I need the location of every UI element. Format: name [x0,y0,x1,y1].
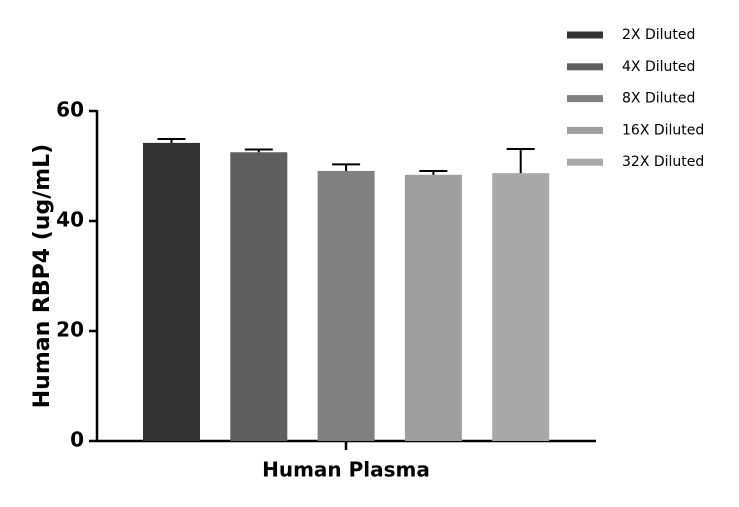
legend-swatch [567,63,603,71]
legend-label: 2X Diluted [622,27,695,43]
legend-swatch [567,158,603,166]
error-bar [244,148,273,153]
y-tick-label: 20 [56,318,84,342]
bar [492,173,550,441]
legend-label: 16X Diluted [622,122,704,138]
y-tick-label: 40 [56,208,84,232]
legend-swatch [567,31,603,39]
x-category-label: Human Plasma [262,458,430,482]
y-tick-label: 60 [56,98,84,122]
bar [404,174,462,442]
error-bar [419,169,448,175]
bar [317,170,375,441]
legend-label: 32X Diluted [622,154,704,170]
error-bar [332,163,361,171]
legend-swatch [567,95,603,103]
legend-label: 4X Diluted [622,59,695,75]
y-tick-label: 0 [70,428,84,452]
bar [143,142,200,441]
legend-label: 8X Diluted [622,91,695,107]
y-axis-label: Human RBP4 (ug/mL) [30,144,55,408]
bar [230,152,288,441]
error-bar [157,138,186,143]
error-bar [506,147,535,174]
legend-swatch [567,126,603,134]
